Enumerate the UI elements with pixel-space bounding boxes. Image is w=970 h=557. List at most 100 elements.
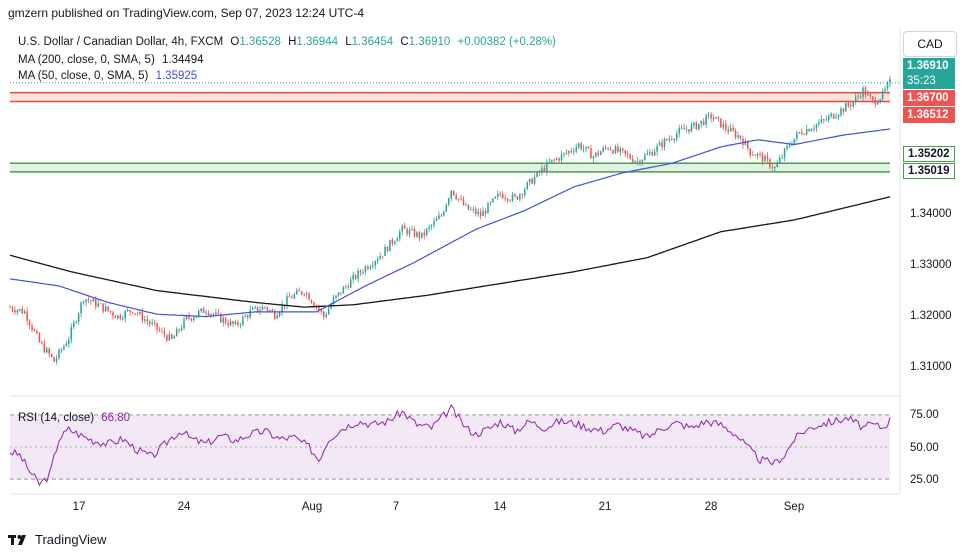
candle-up	[394, 241, 396, 244]
candle-up	[599, 151, 602, 155]
candle-up	[619, 148, 622, 152]
ma50-legend[interactable]: MA (50, close, 0, SMA, 5) 1.35925	[18, 70, 197, 82]
candle-up	[234, 322, 237, 325]
candle-down	[617, 146, 619, 152]
candle-down	[688, 129, 690, 132]
candle-down	[751, 154, 754, 156]
candle-down	[761, 153, 764, 162]
price-tick: 1.31000	[910, 361, 952, 373]
candle-down	[141, 311, 144, 321]
candle-up	[705, 115, 707, 125]
candle-up	[830, 113, 832, 117]
candle-down	[131, 311, 134, 314]
candle-up	[653, 151, 656, 156]
candle-down	[347, 286, 350, 288]
candle-down	[14, 310, 16, 313]
candle-up	[425, 228, 428, 236]
candle-up	[411, 228, 413, 230]
candle-up	[707, 114, 710, 116]
currency-button[interactable]: CAD	[903, 31, 957, 57]
candle-up	[690, 124, 693, 132]
candle-down	[322, 311, 325, 317]
candle-down	[580, 143, 582, 150]
candle-down	[156, 323, 158, 330]
candle-down	[148, 321, 151, 324]
candle-up	[117, 315, 119, 319]
support-zone	[10, 163, 890, 172]
candle-up	[249, 309, 251, 318]
candle-up	[398, 231, 401, 239]
candle-up	[55, 358, 58, 362]
candle-down	[749, 148, 752, 155]
candle-up	[533, 176, 536, 184]
candle-down	[163, 330, 166, 336]
candle-down	[178, 329, 180, 331]
candle-down	[359, 270, 362, 273]
candle-up	[124, 311, 126, 319]
candle-down	[266, 307, 269, 311]
symbol-name[interactable]: U.S. Dollar / Canadian Dollar, 4h, FXCM	[18, 36, 224, 48]
candle-down	[310, 300, 313, 303]
candle-up	[362, 272, 364, 274]
candle-down	[724, 123, 727, 130]
candle-down	[847, 103, 850, 106]
candle-down	[161, 330, 163, 332]
candle-up	[244, 315, 247, 317]
candle-down	[607, 148, 609, 150]
candle-down	[717, 117, 720, 119]
candle-up	[810, 129, 813, 132]
candle-down	[386, 246, 389, 252]
time-tick: 28	[704, 501, 718, 513]
candle-down	[413, 228, 416, 237]
candle-down	[739, 135, 742, 139]
time-tick: 14	[493, 501, 507, 513]
candle-up	[121, 318, 124, 320]
candle-up	[421, 232, 423, 238]
candle-down	[136, 313, 139, 314]
candle-up	[210, 313, 212, 316]
candle-down	[288, 296, 291, 298]
candle-up	[756, 153, 759, 156]
candle-up	[408, 229, 411, 235]
candle-down	[570, 151, 573, 152]
candle-up	[673, 139, 676, 140]
candle-down	[874, 99, 877, 105]
candle-up	[577, 143, 580, 148]
tradingview-brand[interactable]: TradingView	[8, 532, 107, 547]
candle-up	[528, 178, 531, 183]
time-tick: 24	[177, 501, 191, 513]
candle-down	[9, 307, 11, 308]
candle-down	[683, 127, 685, 130]
candle-up	[541, 168, 543, 173]
candle-up	[58, 349, 60, 359]
candle-up	[737, 135, 739, 138]
candle-down	[273, 311, 276, 319]
candle-up	[293, 294, 296, 299]
candle-up	[175, 329, 178, 337]
candle-down	[516, 196, 519, 200]
time-tick: 17	[72, 501, 86, 513]
ma200-legend[interactable]: MA (200, close, 0, SMA, 5) 1.34494	[18, 54, 204, 66]
candle-up	[438, 215, 440, 219]
candle-up	[845, 103, 847, 112]
ma50-line	[9, 128, 891, 318]
candle-up	[259, 310, 261, 312]
candle-down	[246, 315, 249, 318]
candle-down	[474, 209, 477, 215]
candle-up	[658, 142, 661, 146]
candle-up	[85, 299, 87, 302]
candle-up	[548, 161, 551, 163]
candle-down	[99, 303, 102, 305]
candle-down	[95, 299, 97, 307]
candle-up	[563, 152, 565, 155]
candle-down	[212, 313, 215, 315]
candle-up	[77, 313, 80, 322]
candle-up	[837, 114, 840, 117]
candle-up	[276, 315, 278, 319]
candle-up	[254, 306, 256, 308]
candle-up	[791, 144, 793, 146]
candle-up	[242, 316, 244, 325]
time-tick: 7	[392, 501, 400, 513]
rsi-legend[interactable]: RSI (14, close) 66.80	[18, 412, 130, 424]
